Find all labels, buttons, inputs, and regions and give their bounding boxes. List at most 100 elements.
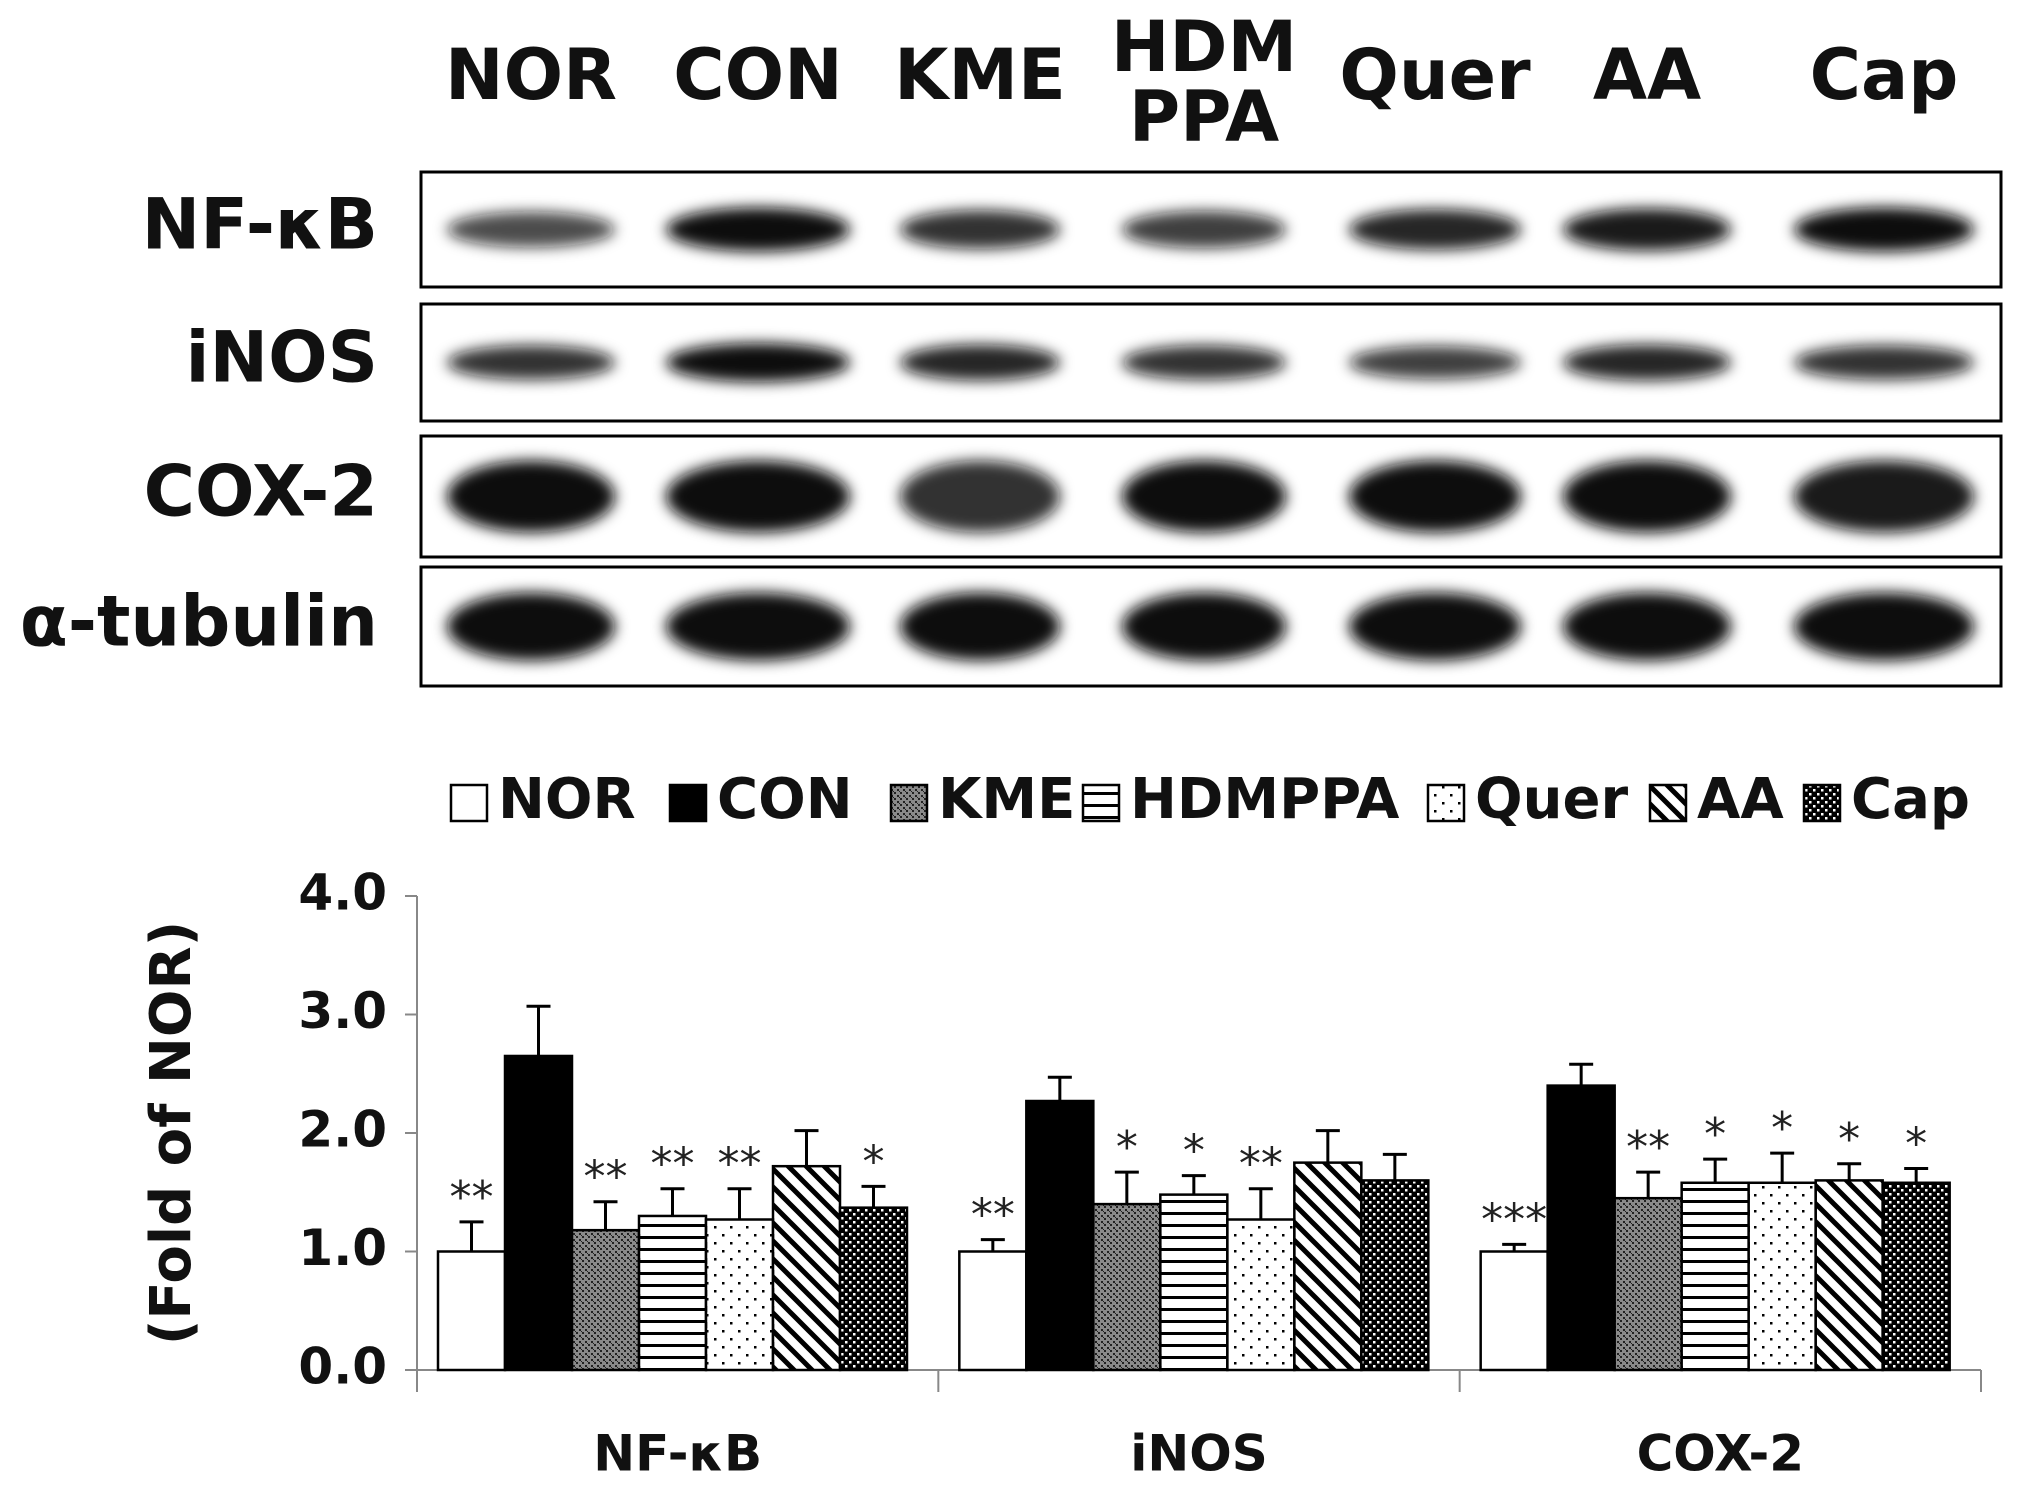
significance-label: ** [718,1139,762,1190]
lane-label: PPA [1129,76,1279,158]
band [666,592,850,661]
legend-swatch [449,783,489,823]
significance-label: * [863,1136,885,1187]
band [1794,592,1974,661]
lane-label: AA [1593,34,1701,116]
bar [1092,1202,1162,1372]
band [666,460,850,533]
band [1563,592,1731,661]
legend-label: Cap [1851,767,1970,832]
band [1794,345,1974,380]
lane-label: HDM [1111,6,1297,88]
legend-label: HDMPPA [1130,767,1400,832]
bar [1680,1181,1750,1372]
band [1349,209,1521,250]
significance-label: * [1771,1103,1793,1154]
band [666,207,850,252]
y-axis-title: (Fold of NOR) [139,921,204,1345]
legend-label: CON [717,767,853,832]
y-tick-label: 3.0 [298,982,387,1040]
y-tick-label: 4.0 [298,864,387,922]
bar [1025,1099,1095,1372]
band [1349,460,1521,533]
band [1794,207,1974,252]
band [447,345,615,380]
bar [838,1206,909,1372]
significance-label: ** [1626,1122,1670,1173]
row-label: α-tubulin [20,581,378,663]
legend-label: AA [1697,767,1784,832]
band [447,211,615,248]
bar [1546,1084,1616,1372]
significance-label: * [1183,1126,1205,1177]
y-tick-label: 1.0 [298,1219,387,1277]
significance-label: ** [1239,1139,1283,1190]
band [447,460,615,533]
bar [1814,1179,1884,1372]
lane-label: Quer [1339,34,1531,116]
legend-swatch [1802,783,1842,823]
row-label: NF-κB [142,184,378,266]
lane-label: Cap [1810,34,1959,116]
lane-label: CON [673,34,842,116]
bar [637,1214,708,1372]
legend-swatch [1426,783,1466,823]
legend-swatch [1648,783,1688,823]
legend-label: KME [938,767,1075,832]
bar [503,1054,574,1372]
lane-label: NOR [445,34,617,116]
bar [1613,1196,1683,1372]
significance-label: * [1704,1109,1726,1160]
bar [958,1250,1028,1372]
row-label: COX-2 [144,451,378,533]
significance-label: * [1905,1119,1927,1170]
bar [1159,1193,1229,1372]
bar [570,1228,641,1372]
band [1122,592,1286,661]
legend-swatch [668,783,708,823]
legend-swatch [1081,783,1121,823]
bar [436,1250,507,1372]
band [1349,346,1521,379]
band [1563,460,1731,533]
band [1122,210,1286,249]
y-tick-label: 0.0 [298,1338,387,1396]
band [1122,460,1286,533]
bar [1747,1181,1817,1372]
band [900,592,1060,661]
band [900,344,1060,381]
band [1794,460,1974,533]
row-label: iNOS [186,317,379,399]
band [1122,345,1286,380]
legend-label: Quer [1475,767,1628,832]
x-tick-label: COX-2 [1637,1425,1804,1483]
band [1563,344,1731,381]
legend-label: NOR [498,767,636,832]
significance-label: * [1838,1114,1860,1165]
band [666,343,850,382]
significance-label: ** [971,1190,1015,1241]
x-tick-label: NF-κB [593,1425,762,1483]
y-tick-label: 2.0 [298,1101,387,1159]
bar [1360,1179,1430,1372]
bar [1881,1181,1951,1372]
band [900,460,1060,533]
band [1349,592,1521,661]
significance-label: ** [584,1152,628,1203]
bar [1293,1161,1363,1372]
band [900,209,1060,250]
lane-label: KME [894,34,1066,116]
significance-label: *** [1481,1194,1547,1245]
bar [704,1218,775,1372]
band [447,592,615,661]
bar [1226,1218,1296,1372]
significance-label: ** [651,1139,695,1190]
bar [771,1164,842,1372]
band [1563,208,1731,251]
legend-swatch [889,783,929,823]
bar [1479,1250,1549,1372]
significance-label: ** [450,1172,494,1223]
x-tick-label: iNOS [1130,1425,1268,1483]
significance-label: * [1116,1122,1138,1173]
